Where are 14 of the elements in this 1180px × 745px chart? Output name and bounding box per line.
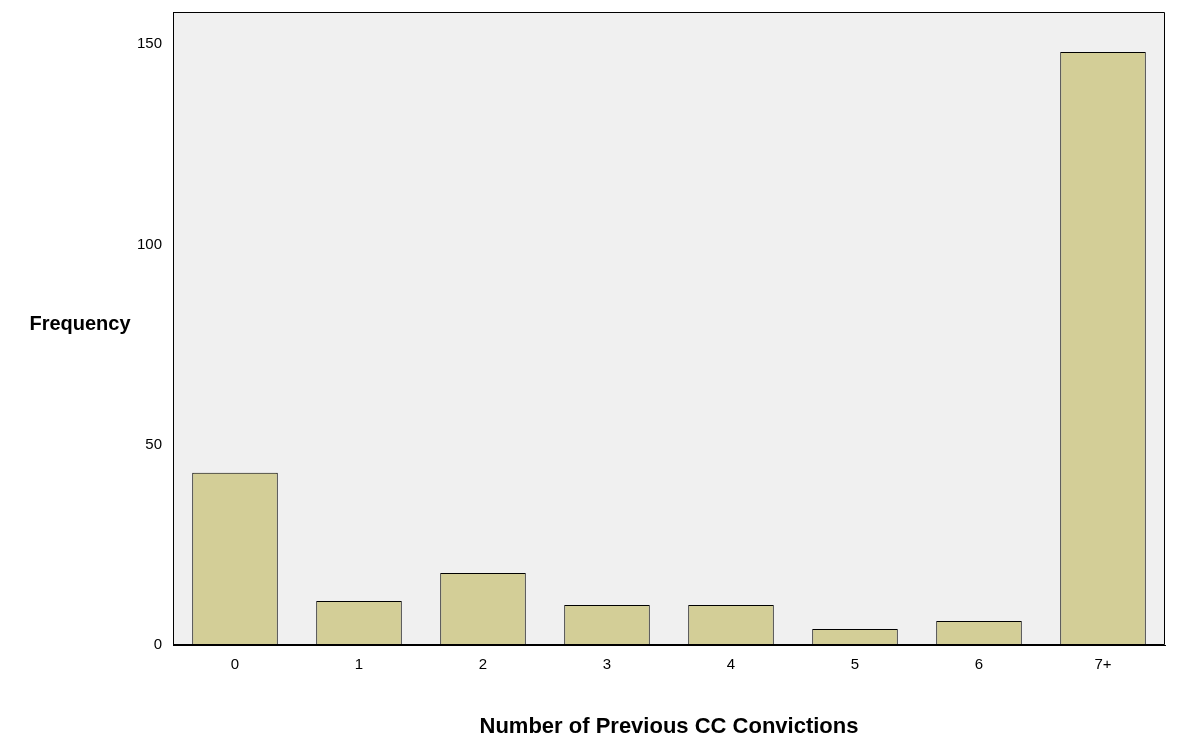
- x-tick-label: 2: [478, 655, 488, 673]
- y-tick-label: 50: [145, 434, 162, 452]
- x-tick-label: 5: [850, 655, 860, 673]
- x-tick-label: 4: [726, 655, 736, 673]
- y-tick-label: 150: [136, 34, 162, 52]
- y-tick-label: 0: [153, 635, 162, 653]
- x-tick-label: 0: [230, 655, 240, 673]
- y-tick-label: 100: [136, 234, 162, 252]
- x-axis-title: Number of Previous CC Convictions: [479, 712, 859, 738]
- x-tick-label: 1: [354, 655, 364, 673]
- x-tick-label: 6: [974, 655, 984, 673]
- y-axis-title: Frequency: [28, 312, 132, 335]
- x-tick-label: 3: [602, 655, 612, 673]
- x-tick-label: 7+: [1094, 655, 1112, 673]
